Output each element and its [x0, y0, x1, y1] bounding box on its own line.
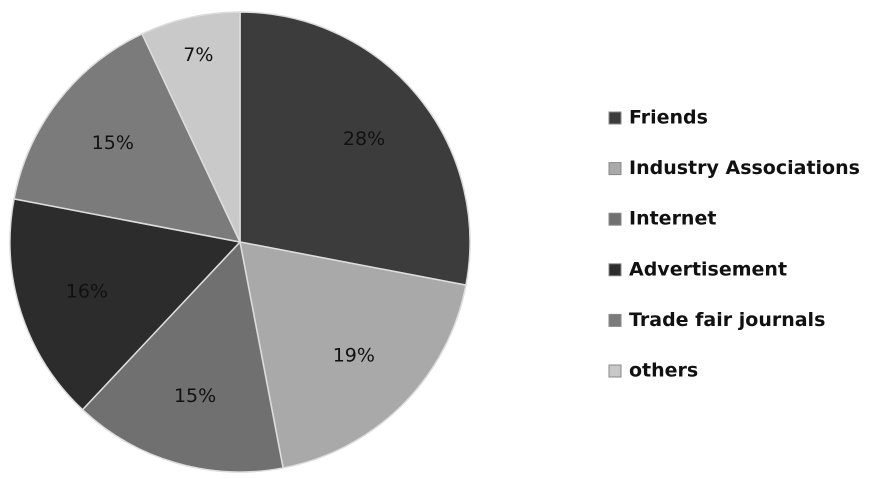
data-label: 15% [174, 385, 216, 407]
data-label: 15% [92, 132, 134, 154]
legend-swatch [608, 263, 622, 277]
data-label: 16% [66, 280, 108, 302]
legend-swatch [608, 111, 622, 125]
legend-label: others [629, 360, 698, 382]
pie-slice [239, 11, 471, 286]
pie-slice [81, 240, 284, 473]
pie-slice [141, 11, 241, 243]
legend-swatch [608, 162, 622, 176]
pie-slice [239, 241, 467, 469]
pie-slice [9, 198, 242, 411]
data-label: 7% [183, 44, 213, 66]
legend-swatch [608, 212, 622, 226]
legend-swatch [608, 313, 622, 327]
data-label: 19% [333, 344, 375, 366]
legend-label: Friends [629, 107, 708, 129]
legend-label: Industry Associations [629, 157, 860, 179]
legend-label: Internet [629, 208, 716, 230]
data-label: 28% [343, 128, 385, 150]
pie-slice [13, 32, 242, 244]
legend-label: Trade fair journals [629, 309, 825, 331]
legend-swatch [608, 364, 622, 378]
legend-label: Advertisement [629, 258, 787, 280]
